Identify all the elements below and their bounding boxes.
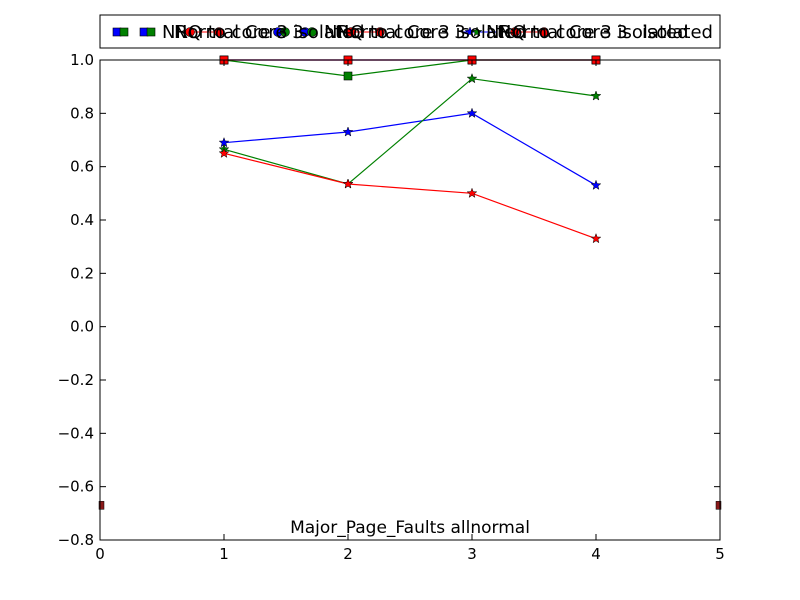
plot-frame xyxy=(99,59,721,541)
y-tick-label: 1.0 xyxy=(70,51,94,69)
legend-marker-15 xyxy=(539,27,549,37)
y-tick-label: −0.4 xyxy=(58,424,94,442)
series-line-4 xyxy=(223,78,597,185)
series-line-5 xyxy=(223,152,597,240)
y-tick-label: 0.0 xyxy=(70,318,94,336)
legend-marker-11 xyxy=(375,27,385,37)
data-point-s4-2 xyxy=(466,72,478,84)
data-point-s4-3 xyxy=(590,90,602,101)
data-point-s5-2 xyxy=(466,187,478,198)
x-tick-label: 5 xyxy=(715,545,725,563)
series-line-1 xyxy=(223,59,596,77)
y-tick-label: −0.8 xyxy=(58,531,94,549)
data-point-s5-3 xyxy=(590,232,602,244)
edge-marker-0 xyxy=(98,501,105,510)
edge-marker-1 xyxy=(715,501,722,510)
legend-label: Normal Core 3 xyxy=(336,22,466,43)
plot-area xyxy=(98,55,722,510)
y-tick-label: 0.8 xyxy=(70,104,94,122)
data-point-s5-1 xyxy=(342,178,354,189)
x-tick-label: 3 xyxy=(467,545,477,563)
y-tick-label: 0.6 xyxy=(70,158,94,176)
chart-title: Major_Page_Faults allnormal xyxy=(290,518,530,538)
legend-marker-5 xyxy=(214,27,224,37)
data-point-s3-1 xyxy=(342,126,354,137)
y-tick-label: 0.4 xyxy=(70,211,94,229)
axes: 0 1 2 3 4 5 −0.8 −0.6 −0.4 −0.2 0.0 0.2 0.4 0.6 0.8 1.0 xyxy=(58,51,725,563)
data-point-s5-0 xyxy=(218,147,230,158)
data-point-s3-2 xyxy=(466,107,478,118)
legend-label: NRQ to core 3 isolated xyxy=(162,22,365,43)
y-tick-label: −0.2 xyxy=(58,371,94,389)
x-tick-label: 0 xyxy=(95,545,105,563)
x-tick-label: 2 xyxy=(343,545,353,563)
legend-marker-1 xyxy=(119,27,129,37)
legend-marker-14 xyxy=(510,27,520,37)
data-point-s3-3 xyxy=(590,179,602,190)
y-tick-label: −0.6 xyxy=(58,478,94,496)
legend-marker-9 xyxy=(307,27,317,37)
series-line-3 xyxy=(223,112,597,186)
x-tick-label: 1 xyxy=(219,545,229,563)
legend-marker-4 xyxy=(185,27,195,37)
legend-label: NRQ to core 3 isolated xyxy=(486,22,689,43)
legend-marker-3 xyxy=(146,27,156,37)
x-tick-label: 4 xyxy=(591,545,601,563)
legend-label: Normal Core 3 xyxy=(498,22,628,43)
data-point-s1-1 xyxy=(343,71,353,81)
legend-marker-13 xyxy=(471,26,483,37)
y-tick-label: 0.2 xyxy=(70,264,94,282)
legend-label: NRQ to core 3 isolated xyxy=(324,22,527,43)
legend-label: Normal Core 3 xyxy=(174,22,304,43)
legend-marker-10 xyxy=(346,27,356,37)
legend-label: isolated xyxy=(642,22,713,43)
legend-marker-7 xyxy=(280,27,290,37)
